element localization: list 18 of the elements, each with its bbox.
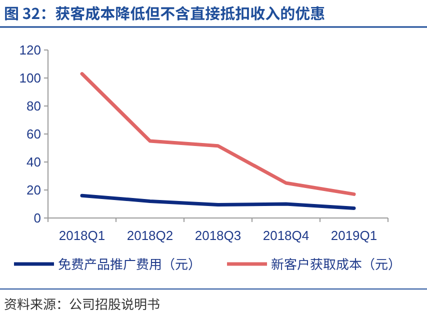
x-tick-label: 2019Q1 — [330, 228, 378, 243]
y-tick-label: 120 — [19, 42, 41, 58]
legend-label: 免费产品推广费用（元） — [58, 254, 202, 273]
text: 资料来源：公司招股说明书 — [4, 294, 160, 313]
x-tick-label: 2018Q1 — [58, 228, 106, 243]
x-tick-label: 2018Q2 — [126, 228, 174, 243]
y-tick-label: 0 — [34, 210, 41, 226]
y-tick-label: 100 — [19, 70, 41, 86]
line-series — [80, 72, 356, 196]
y-tick-label: 40 — [26, 154, 41, 170]
y-tick-label: 60 — [26, 126, 41, 142]
x-tick-label: 2018Q3 — [194, 228, 242, 243]
chart-title: 图 32：获客成本降低但不含直接抵扣收入的优惠 — [4, 3, 326, 24]
line-series — [80, 194, 356, 210]
y-tick-label: 20 — [26, 182, 41, 198]
y-tick-label: 80 — [26, 98, 41, 114]
legend-label: 新客户获取成本（元） — [271, 254, 402, 273]
x-tick-label: 2018Q4 — [262, 228, 310, 243]
